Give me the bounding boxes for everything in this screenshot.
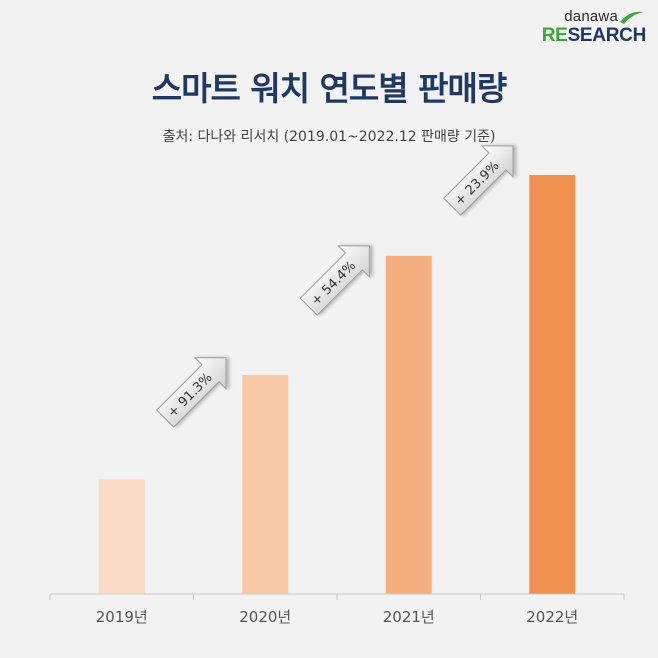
growth-arrow: + 91.3%: [156, 357, 227, 428]
logo-top-text: danawa: [564, 8, 618, 25]
x-tick-label: 2020년: [239, 608, 291, 626]
growth-arrow: + 54.4%: [299, 245, 371, 316]
bar-2019년: [98, 479, 145, 594]
logo-bottom-text: RESEARCH: [541, 25, 647, 46]
bar-2021년: [385, 255, 432, 595]
chart-title: 스마트 워치 연도별 판매량: [151, 69, 507, 108]
x-tick-label: 2022년: [526, 608, 578, 626]
bar-2022년: [529, 175, 576, 594]
growth-arrow: + 23.9%: [443, 145, 514, 216]
bar-2020년: [242, 374, 289, 594]
chart-subtitle: 출처: 다나와 리서치 (2019.01~2022.12 판매량 기준): [162, 129, 496, 145]
x-tick-label: 2021년: [383, 608, 435, 626]
logo-swoosh-icon: [620, 11, 644, 24]
x-tick-label: 2019년: [96, 608, 148, 626]
danawa-research-logo: danawa RESEARCH: [516, 8, 647, 48]
